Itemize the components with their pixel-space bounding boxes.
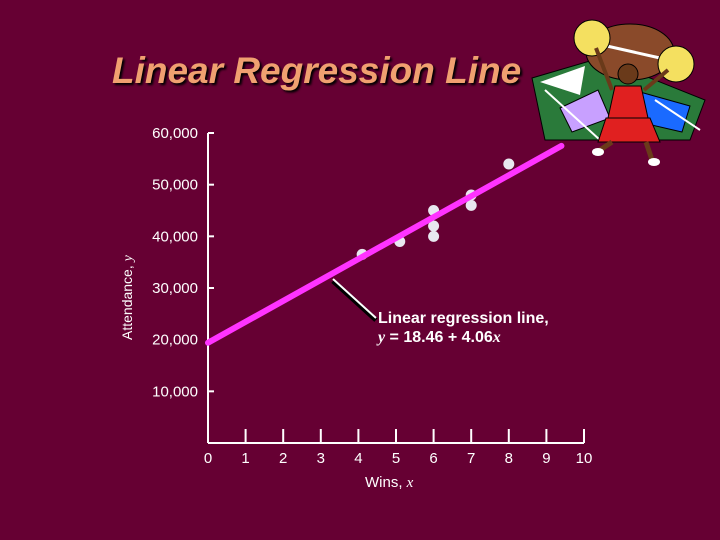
annotation-pointer-highlight xyxy=(332,278,377,319)
annotation-line1: Linear regression line, xyxy=(378,310,549,327)
x-tick-label: 2 xyxy=(279,450,287,467)
annotation-pointer xyxy=(331,279,378,322)
annotation-equation: y = 18.46 + 4.06x xyxy=(376,329,501,346)
data-point xyxy=(503,158,515,170)
y-axis-label: Attendance, y xyxy=(119,254,136,340)
cheerleader-clipart xyxy=(531,19,706,166)
y-tick-label: 10,000 xyxy=(152,383,198,400)
data-point xyxy=(428,220,440,232)
y-tick-label: 60,000 xyxy=(152,125,198,142)
y-tick-label: 20,000 xyxy=(152,332,198,349)
y-tick-label: 30,000 xyxy=(152,280,198,297)
x-tick-label: 9 xyxy=(542,450,550,467)
x-tick-label: 7 xyxy=(467,450,475,467)
y-tick-label: 50,000 xyxy=(152,177,198,194)
x-tick-label: 1 xyxy=(241,450,249,467)
regression-line-group xyxy=(205,142,565,346)
x-axis-ticks: 0 1 2 3 4 5 6 7 8 9 10 xyxy=(204,429,593,467)
regression-line xyxy=(205,142,565,346)
x-tick-label: 6 xyxy=(429,450,437,467)
data-point xyxy=(428,230,440,242)
x-tick-label: 4 xyxy=(354,450,362,467)
slide-title: Linear Regression Line xyxy=(112,50,522,91)
y-tick-label: 40,000 xyxy=(152,228,198,245)
chart-axes xyxy=(207,133,584,444)
x-tick-label: 0 xyxy=(204,450,212,467)
y-axis-ticks: 10,000 20,000 30,000 40,000 50,000 60,000 xyxy=(152,125,214,400)
x-tick-label: 5 xyxy=(392,450,400,467)
x-axis-label: Wins, x xyxy=(365,474,414,491)
x-tick-label: 3 xyxy=(317,450,325,467)
data-point xyxy=(465,199,477,211)
x-tick-label: 8 xyxy=(505,450,513,467)
x-tick-label: 10 xyxy=(576,450,593,467)
